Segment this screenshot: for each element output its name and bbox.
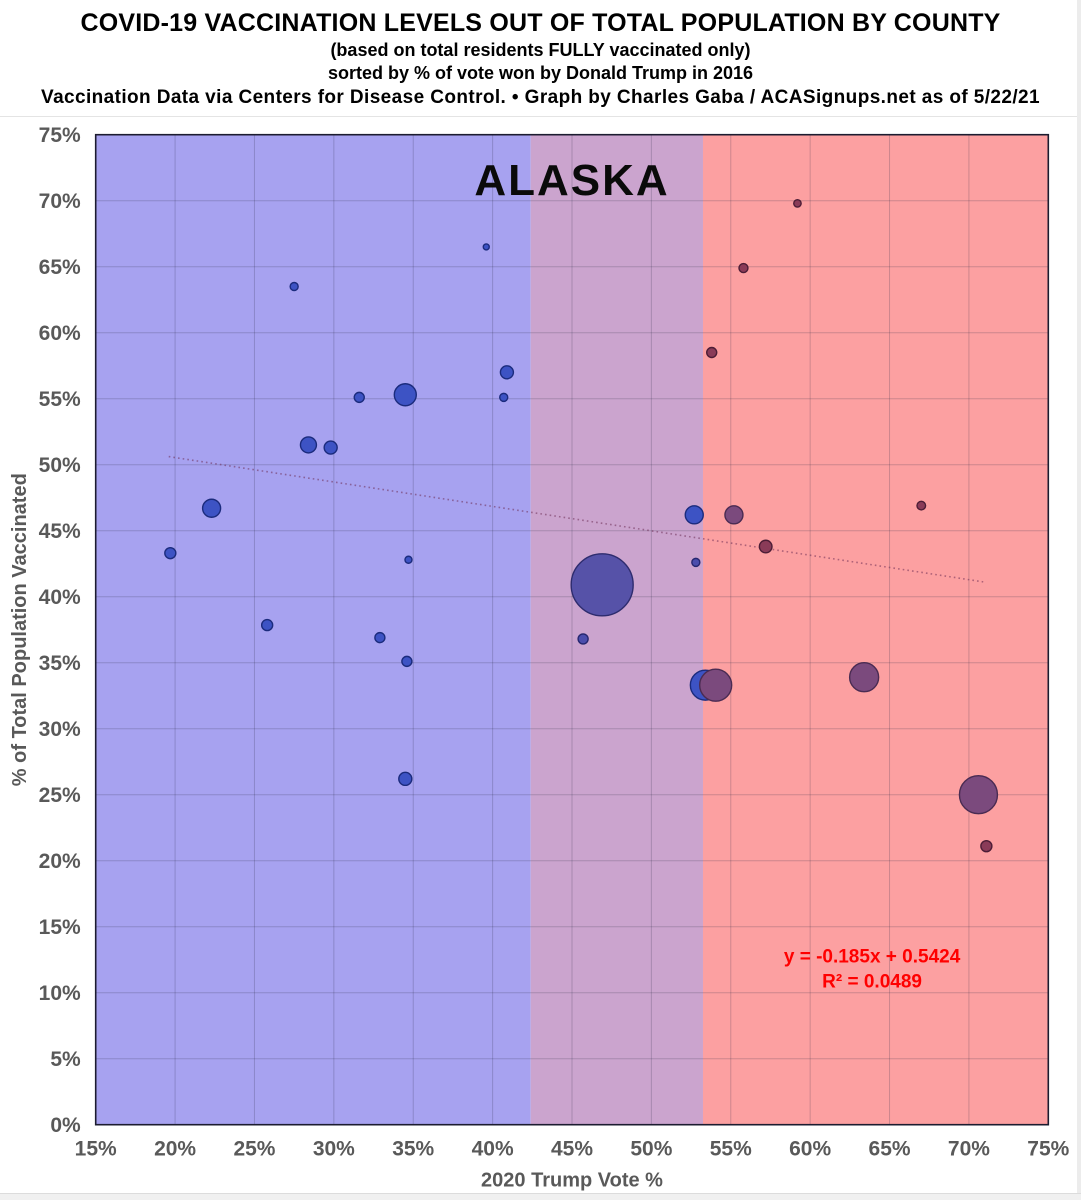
trendline-r-squared: R² = 0.0489 [822, 971, 922, 992]
county-bubble [398, 771, 413, 787]
county-bubble [980, 839, 993, 853]
county-bubble [738, 262, 749, 274]
trendline-equation: y = -0.185x + 0.5424 [784, 946, 961, 967]
county-bubble [577, 633, 589, 645]
x-tick-label: 35% [392, 1138, 434, 1161]
page-title: COVID-19 VACCINATION LEVELS OUT OF TOTAL… [80, 9, 1001, 37]
county-bubble [404, 555, 413, 564]
y-tick-label: 0% [50, 1114, 81, 1137]
page-subtitle-1: (based on total residents FULLY vaccinat… [330, 40, 751, 60]
county-bubble [758, 539, 773, 554]
county-bubble [260, 618, 274, 632]
county-bubble [353, 391, 365, 404]
x-tick-label: 20% [154, 1138, 196, 1161]
y-tick-label: 20% [39, 850, 81, 873]
county-bubble [499, 365, 515, 380]
state-title: ALASKA [474, 156, 669, 205]
county-bubble [793, 198, 802, 208]
y-tick-label: 70% [39, 190, 81, 213]
county-bubble [684, 505, 704, 525]
trendline [168, 455, 984, 583]
x-axis-title: 2020 Trump Vote % [481, 1170, 663, 1192]
x-tick-label: 45% [551, 1138, 593, 1161]
page-subtitle-2: sorted by % of vote won by Donald Trump … [327, 63, 754, 83]
x-tick-label: 55% [710, 1138, 752, 1161]
x-tick-label: 40% [472, 1138, 514, 1161]
county-bubble [698, 668, 733, 702]
county-bubble [299, 436, 318, 454]
x-tick-label: 75% [1027, 1138, 1069, 1161]
county-bubble [691, 557, 701, 568]
y-tick-label: 15% [39, 916, 81, 939]
y-tick-label: 30% [39, 718, 81, 741]
county-bubble [724, 505, 744, 525]
y-tick-label: 45% [39, 520, 81, 543]
y-tick-label: 25% [39, 784, 81, 807]
county-bubble [374, 631, 386, 644]
county-bubble [706, 346, 718, 359]
y-tick-label: 65% [39, 256, 81, 279]
plot-border [94, 133, 1050, 1126]
county-bubble [916, 500, 927, 511]
y-tick-label: 60% [39, 322, 81, 345]
x-tick-label: 25% [233, 1138, 275, 1161]
county-bubble [401, 655, 413, 668]
county-bubble [323, 440, 338, 455]
county-bubble [393, 383, 417, 407]
y-axis-title: % of Total Population Vaccinated [9, 473, 31, 786]
x-tick-label: 65% [869, 1138, 911, 1161]
credit-line: Vaccination Data via Centers for Disease… [41, 87, 1040, 108]
county-bubble [848, 662, 880, 693]
county-bubble [499, 392, 509, 403]
county-bubble [289, 281, 299, 292]
x-tick-label: 15% [75, 1138, 117, 1161]
x-tick-label: 50% [630, 1138, 672, 1161]
county-bubble [482, 243, 490, 251]
county-bubble [958, 775, 999, 815]
y-tick-label: 75% [39, 124, 81, 147]
window-right-edge [1077, 0, 1081, 1200]
y-tick-label: 10% [39, 982, 81, 1005]
x-tick-label: 30% [313, 1138, 355, 1161]
y-tick-label: 40% [39, 586, 81, 609]
x-tick-label: 70% [948, 1138, 990, 1161]
y-tick-label: 5% [50, 1048, 81, 1071]
band-red-lean [702, 134, 1049, 1125]
y-tick-label: 50% [39, 454, 81, 477]
county-bubble [570, 553, 634, 617]
x-tick-label: 60% [789, 1138, 831, 1161]
window-bottom-edge [0, 1193, 1081, 1200]
band-blue-lean [95, 134, 531, 1125]
y-tick-label: 35% [39, 652, 81, 675]
band-swing [530, 134, 703, 1125]
y-tick-label: 55% [39, 388, 81, 411]
header-divider [0, 116, 1081, 117]
county-bubble [164, 546, 177, 560]
county-bubble [201, 498, 222, 518]
